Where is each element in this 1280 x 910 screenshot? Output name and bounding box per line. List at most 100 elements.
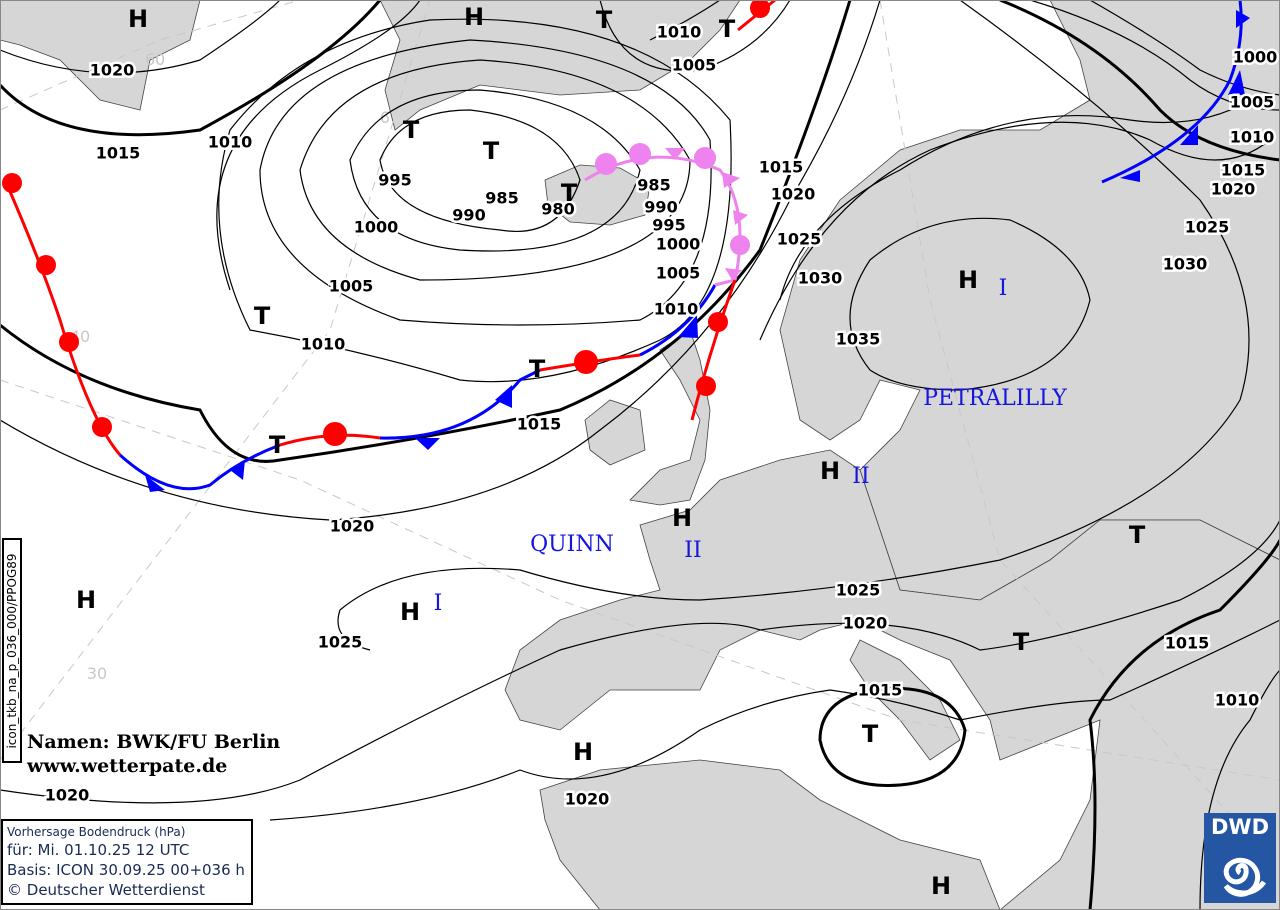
isobar-label: 1000 xyxy=(656,235,701,254)
system-name: II xyxy=(684,538,701,563)
system-name: II xyxy=(852,464,869,489)
europe-mainland xyxy=(504,449,1280,910)
isobar-label: 1020 xyxy=(330,517,375,536)
isobar-label: 1010 xyxy=(208,133,253,152)
cold-front xyxy=(639,284,717,357)
low-center: T xyxy=(596,6,613,34)
isobar-label: 1010 xyxy=(654,300,699,319)
info-box: Vorhersage Bodendruck (hPa) für: Mi. 01.… xyxy=(1,819,253,905)
isobar-label: 985 xyxy=(637,176,670,195)
isobar-label: 1015 xyxy=(759,158,804,177)
isobar-label: 995 xyxy=(378,171,411,190)
italy xyxy=(849,639,961,761)
isobar-label: 990 xyxy=(644,198,677,217)
info-copyright: © Deutscher Wetterdienst xyxy=(7,881,205,899)
isobar-label: 1005 xyxy=(329,277,374,296)
isobar-label: 1005 xyxy=(1230,93,1275,112)
system-name: I xyxy=(999,276,1008,301)
info-base-run: Basis: ICON 30.09.25 00+036 h xyxy=(7,861,245,879)
low-center: T xyxy=(403,116,420,144)
isobar-label: 1025 xyxy=(1185,218,1230,237)
low-center: T xyxy=(483,137,500,165)
isobar-label: 1015 xyxy=(858,681,903,700)
isobar-label: 1025 xyxy=(777,230,822,249)
isobar-label: 1005 xyxy=(656,264,701,283)
system-name: I xyxy=(434,591,443,616)
isobar-label: 1030 xyxy=(1163,255,1208,274)
lat-lon-grid: 60 6 40 30 xyxy=(0,0,1280,871)
greenland xyxy=(379,0,741,131)
info-title: Vorhersage Bodendruck (hPa) xyxy=(7,825,186,839)
low-center: T xyxy=(254,302,271,330)
low-center: T xyxy=(269,431,286,459)
isobar-label: 995 xyxy=(652,216,685,235)
isobar-label: 1020 xyxy=(843,614,888,633)
isobar-label: 1000 xyxy=(354,218,399,237)
isobar-label: 1020 xyxy=(90,61,135,80)
ireland xyxy=(584,399,646,466)
isobar-label: 1015 xyxy=(1165,634,1210,653)
high-center: H xyxy=(931,872,951,900)
grid-label: 60 xyxy=(145,50,165,69)
warm-front xyxy=(690,279,737,421)
pressure-centers: H H T T T T T T T T H H H H H H T T T H xyxy=(76,3,1146,900)
high-center: H xyxy=(76,586,96,614)
isobar-label: 1025 xyxy=(318,633,363,652)
credit: Namen: BWK/FU Berlin www.wetterpate.de xyxy=(27,730,280,778)
low-center: T xyxy=(529,355,546,383)
isobar-label: 1010 xyxy=(1215,691,1260,710)
isobar-label: 1015 xyxy=(517,415,562,434)
high-center: H xyxy=(820,457,840,485)
high-center: H xyxy=(672,504,692,532)
high-center: H xyxy=(128,5,148,33)
isobar-label: 1020 xyxy=(1211,180,1256,199)
cold-front xyxy=(118,443,281,491)
isobar-label: 1020 xyxy=(565,790,610,809)
isobar-label: 1010 xyxy=(657,23,702,42)
isobar-label: 1015 xyxy=(1221,161,1266,180)
isobar-label: 1015 xyxy=(96,144,141,163)
high-center: H xyxy=(958,266,978,294)
logo-text: DWD xyxy=(1210,815,1270,839)
isobar-label: 990 xyxy=(452,206,485,225)
isobar-label: 1025 xyxy=(836,581,881,600)
credit-website: www.wetterpate.de xyxy=(27,755,228,777)
isobar-label: 1030 xyxy=(798,269,843,288)
fronts xyxy=(2,0,1250,492)
high-center: H xyxy=(464,3,484,31)
north-africa xyxy=(539,759,1280,910)
dwd-logo: DWD xyxy=(1204,813,1276,903)
info-valid-time: für: Mi. 01.10.25 12 UTC xyxy=(7,841,190,859)
isobar-label: 1000 xyxy=(1233,48,1278,67)
low-center: T xyxy=(719,15,736,43)
isobar-label: 1010 xyxy=(301,335,346,354)
cold-front xyxy=(379,368,541,440)
low-center: T xyxy=(1013,628,1030,656)
isobar-label: 1035 xyxy=(836,330,881,349)
credit-names: Namen: BWK/FU Berlin xyxy=(27,731,281,753)
low-center: T xyxy=(561,179,578,207)
system-name: QUINN xyxy=(530,532,614,557)
isobar-labels: 1020 1015 1010 995 990 985 980 985 990 9… xyxy=(42,20,1280,811)
system-names: PETRALILLY I II QUINN II I xyxy=(434,276,1068,616)
isobar-label: 985 xyxy=(485,189,518,208)
iceland xyxy=(544,164,651,226)
low-center: T xyxy=(1129,521,1146,549)
system-name: PETRALILLY xyxy=(923,386,1067,411)
isobar-label: 1010 xyxy=(1230,128,1275,147)
low-center: T xyxy=(862,720,879,748)
spiral-icon xyxy=(1223,857,1267,897)
high-center: H xyxy=(573,738,593,766)
canada-coast xyxy=(0,0,201,111)
cold-front xyxy=(1101,0,1243,184)
grid-label: 6 xyxy=(380,108,390,127)
isobar-label: 1020 xyxy=(45,786,90,805)
product-code-box: icon_tkb_na_p_036_000/PPOG89 xyxy=(2,538,22,763)
product-code: icon_tkb_na_p_036_000/PPOG89 xyxy=(5,552,19,749)
isobar-label: 1020 xyxy=(771,185,816,204)
isobar-label: 1005 xyxy=(672,56,717,75)
grid-label: 30 xyxy=(87,664,107,683)
